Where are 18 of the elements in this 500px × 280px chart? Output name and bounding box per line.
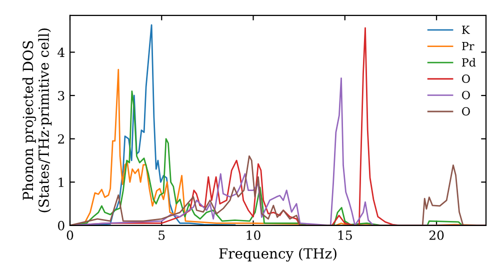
y-tick-label: 0 bbox=[58, 220, 64, 230]
y-tick-label: 3 bbox=[58, 90, 64, 100]
legend-label: K bbox=[462, 26, 470, 34]
y-tick-label: 2 bbox=[58, 134, 64, 144]
legend-label: Pd bbox=[462, 58, 476, 67]
y-tick-label: 4 bbox=[58, 48, 65, 57]
x-tick-label: 10 bbox=[246, 230, 260, 240]
x-tick-label: 0 bbox=[66, 230, 74, 240]
x-axis-title: Frequency (THz) bbox=[219, 248, 336, 262]
x-tick-label: 20 bbox=[429, 230, 444, 240]
legend-label: O bbox=[462, 90, 470, 100]
y-axis-title: Phonon projected DOS (States/THz·primitive cell) bbox=[22, 28, 52, 212]
legend-label: O bbox=[462, 107, 470, 116]
x-tick-label: 15 bbox=[338, 230, 352, 240]
legend-label: O bbox=[462, 74, 470, 83]
legend-label: Pr bbox=[462, 42, 474, 50]
y-tick-label: 1 bbox=[58, 178, 64, 187]
x-tick-label: 5 bbox=[158, 230, 165, 240]
